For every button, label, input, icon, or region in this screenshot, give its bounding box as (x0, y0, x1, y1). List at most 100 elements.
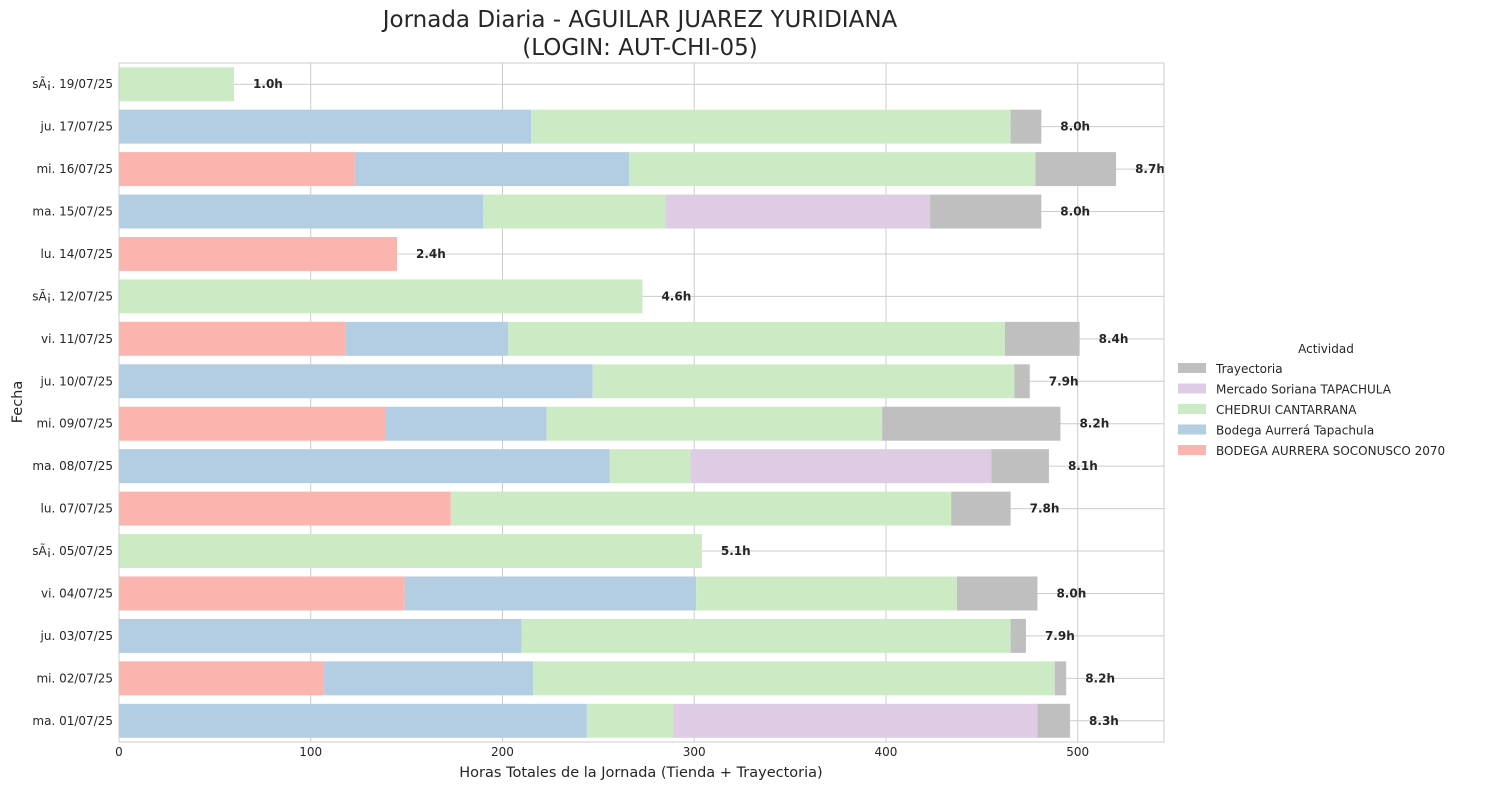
bar-segment (354, 152, 630, 187)
bar-total-label: 1.0h (253, 77, 283, 91)
y-tick-label: ma. 01/07/25 (32, 714, 113, 728)
bar-total-label: 7.9h (1045, 629, 1075, 643)
legend-swatch (1178, 404, 1206, 414)
bar-total-label: 8.0h (1060, 120, 1090, 134)
bar-segment (696, 576, 957, 611)
bar-segment (592, 364, 1015, 399)
bar-total-label: 8.2h (1085, 671, 1115, 685)
y-tick-label: mi. 16/07/25 (36, 162, 113, 176)
bar-segment (119, 703, 587, 738)
x-tick-label: 100 (299, 745, 322, 759)
bar-segment (956, 576, 1038, 611)
bar-total-label: 8.3h (1089, 714, 1119, 728)
bar-segment (483, 194, 666, 229)
legend-swatch (1178, 363, 1206, 373)
bar-segment (119, 109, 532, 144)
bar-segment (119, 449, 610, 484)
bar-segment (119, 364, 593, 399)
legend-entry: Trayectoria (1215, 362, 1283, 376)
bar-segment (690, 449, 992, 484)
bar-segment (508, 321, 1005, 356)
y-tick-label: ma. 15/07/25 (32, 205, 113, 219)
y-tick-label: ma. 08/07/25 (32, 459, 113, 473)
legend-swatch (1178, 424, 1206, 435)
bar-total-label: 8.4h (1099, 332, 1129, 346)
bar-segment (673, 703, 1038, 738)
bar-segment (119, 67, 235, 102)
y-tick-label: sÃ¡. 05/07/25 (32, 543, 113, 558)
bar-segment (119, 194, 484, 229)
chart-title: Jornada Diaria - AGUILAR JUAREZ YURIDIAN… (381, 7, 898, 33)
bar-total-label: 8.0h (1056, 586, 1086, 600)
bar-segment (119, 661, 325, 696)
bar-total-label: 7.9h (1049, 374, 1079, 388)
bar-segment (1014, 364, 1030, 399)
bars (119, 67, 1117, 738)
bar-total-label: 5.1h (721, 544, 751, 558)
bar-segment (546, 406, 883, 441)
legend: Actividad Trayectoria Mercado Soriana TAP… (1178, 342, 1445, 458)
bar-segment (385, 406, 547, 441)
bar-segment (404, 576, 697, 611)
legend-entry: Bodega Aurrerá Tapachula (1216, 424, 1374, 438)
bar-segment (1037, 703, 1071, 738)
bar-segment (586, 703, 674, 738)
plot-area (118, 62, 1165, 743)
legend-swatch (1178, 445, 1206, 455)
bar-total-label: 2.4h (416, 247, 446, 261)
y-tick-label: vi. 11/07/25 (41, 332, 113, 346)
legend-entry: CHEDRUI CANTARRANA (1216, 403, 1357, 417)
y-tick-label: vi. 04/07/25 (41, 586, 113, 600)
x-tick-label: 0 (115, 745, 123, 759)
bar-segment (951, 491, 1011, 526)
y-axis-label: Fecha (10, 381, 26, 424)
bar-segment (629, 152, 1036, 187)
bar-segment (119, 236, 398, 271)
bar-total-label: 8.0h (1060, 205, 1090, 219)
bar-segment (531, 109, 1011, 144)
bar-segment (119, 534, 702, 569)
x-tick-label: 200 (491, 745, 514, 759)
chart-subtitle: (LOGIN: AUT-CHI-05) (522, 35, 757, 61)
bar-segment (345, 321, 509, 356)
bar-segment (1035, 152, 1117, 187)
legend-entry: BODEGA AURRERA SOCONUSCO 2070 (1216, 444, 1445, 458)
y-tick-label: mi. 09/07/25 (36, 417, 113, 431)
bar-total-label: 8.7h (1135, 162, 1165, 176)
bar-total-label: 4.6h (661, 289, 691, 303)
bar-total-label: 8.2h (1079, 417, 1109, 431)
y-tick-label: mi. 02/07/25 (36, 671, 113, 685)
bar-segment (119, 576, 405, 611)
bar-segment (1004, 321, 1080, 356)
bar-segment (1054, 661, 1067, 696)
bar-segment (324, 661, 534, 696)
bar-segment (119, 491, 451, 526)
x-tick-label: 300 (683, 745, 706, 759)
bar-total-labels: 8.3h 8.2h 7.9h 8.0h 5.1h 7.8h 8.1h 8.2h 7.9h 8.4h… (253, 77, 1165, 728)
x-tick-label: 400 (875, 745, 898, 759)
y-tick-label: lu. 07/07/25 (41, 502, 113, 516)
bar-total-label: 8.1h (1068, 459, 1098, 473)
y-tick-label: sÃ¡. 19/07/25 (32, 76, 113, 91)
bar-segment (533, 661, 1055, 696)
bar-segment (521, 618, 1011, 653)
bar-segment (119, 152, 355, 187)
x-axis-label: Horas Totales de la Jornada (Tienda + Tr… (459, 765, 822, 781)
bar-segment (119, 279, 643, 314)
y-tick-label: sÃ¡. 12/07/25 (32, 288, 113, 303)
y-tick-label: lu. 14/07/25 (41, 247, 113, 261)
bar-segment (119, 406, 386, 441)
bar-segment (1010, 109, 1042, 144)
bar-segment (665, 194, 931, 229)
bar-segment (119, 321, 346, 356)
y-tick-label: ju. 17/07/25 (40, 120, 113, 134)
legend-swatch (1178, 383, 1206, 394)
bar-segment (930, 194, 1042, 229)
y-tick-label: ju. 10/07/25 (40, 374, 113, 388)
y-tick-label: ju. 03/07/25 (40, 629, 113, 643)
x-tick-labels: 0 100 200 300 400 500 (115, 745, 1089, 759)
bar-segment (119, 618, 522, 653)
bar-segment (991, 449, 1049, 484)
x-tick-label: 500 (1066, 745, 1089, 759)
